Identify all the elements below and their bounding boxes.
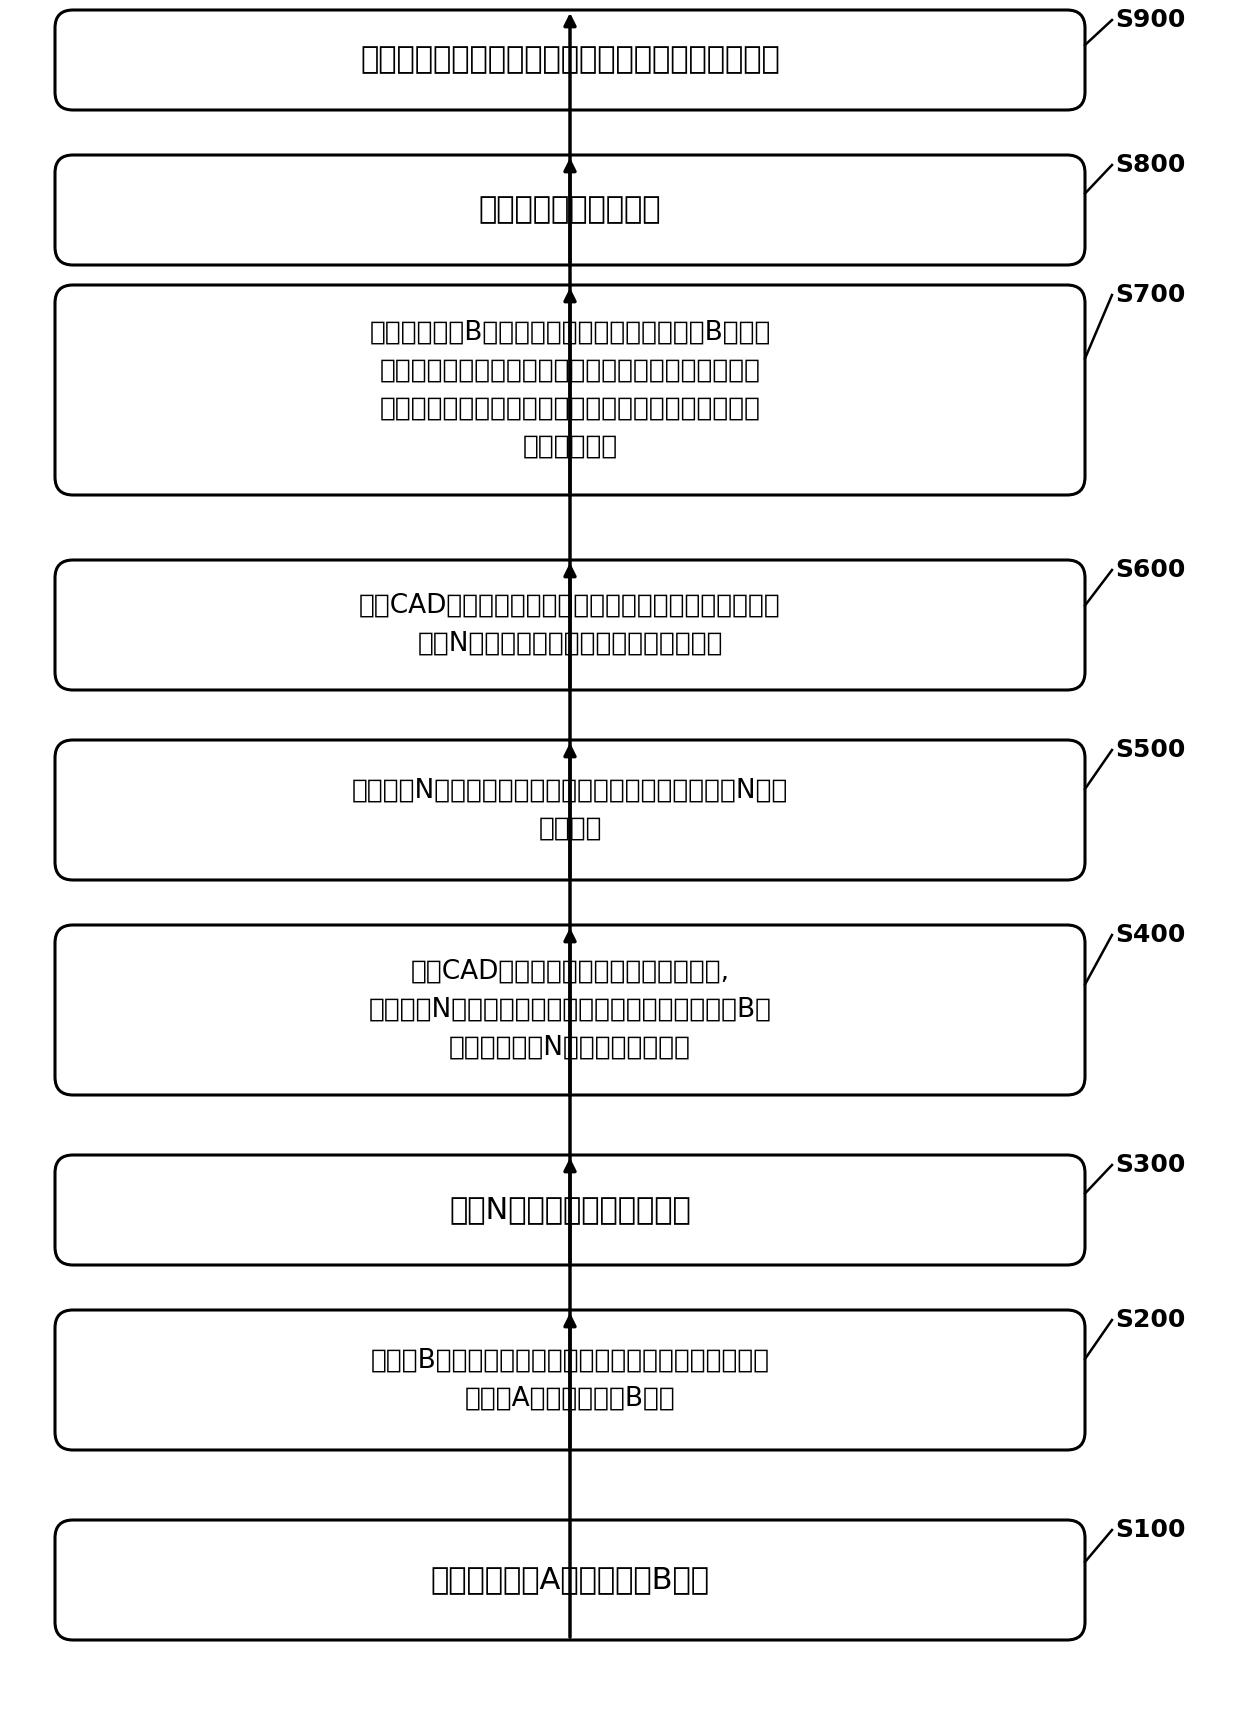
Text: S700: S700	[1115, 282, 1185, 308]
Text: 在所述B文件主菜单中通过数据导入命令将零件切割信息
从所述A文件导入所述B文件: 在所述B文件主菜单中通过数据导入命令将零件切割信息 从所述A文件导入所述B文件	[371, 1347, 770, 1412]
Text: S600: S600	[1115, 557, 1185, 581]
Text: 生成切割余量放置图形: 生成切割余量放置图形	[479, 195, 661, 224]
Text: 自动根据文件B中切割件的材质和板厚，从文件B中切割
余量对照表中搜索到对应的余量数据，根据轮廓类型，
对内轮廓实施内放置，对外轮廓实施外放置，生成切割
余量放置: 自动根据文件B中切割件的材质和板厚，从文件B中切割 余量对照表中搜索到对应的余量…	[370, 320, 771, 460]
FancyBboxPatch shape	[55, 740, 1085, 881]
Text: S200: S200	[1115, 1308, 1185, 1332]
FancyBboxPatch shape	[55, 156, 1085, 265]
FancyBboxPatch shape	[55, 559, 1085, 691]
Text: 人工绘制N个切割图形，并根据零件代号依次放入所述N个空
白图框中: 人工绘制N个切割图形，并根据零件代号依次放入所述N个空 白图框中	[352, 778, 789, 841]
Text: S100: S100	[1115, 1518, 1185, 1542]
Text: 点击CAD中切割放置菜单中数据导入命令,
自动绘制N个空白框图，自动将零件切割信息从文件B中
读取，并填入N个图框中对应位置: 点击CAD中切割放置菜单中数据导入命令, 自动绘制N个空白框图，自动将零件切割信…	[368, 959, 771, 1060]
FancyBboxPatch shape	[55, 925, 1085, 1094]
FancyBboxPatch shape	[55, 1520, 1085, 1640]
Text: S900: S900	[1115, 9, 1185, 32]
Text: 根据需要对余量放置前的轮廓进行处理：删除或保留: 根据需要对余量放置前的轮廓进行处理：删除或保留	[360, 46, 780, 75]
FancyBboxPatch shape	[55, 10, 1085, 109]
Text: S400: S400	[1115, 923, 1185, 947]
Text: S300: S300	[1115, 1153, 1185, 1176]
Text: S800: S800	[1115, 152, 1185, 178]
Text: S500: S500	[1115, 739, 1185, 763]
Text: 同时打开所述A文件、所述B文件: 同时打开所述A文件、所述B文件	[430, 1565, 709, 1594]
Text: 获取N个所述零件的切割信息: 获取N个所述零件的切割信息	[449, 1195, 691, 1224]
Text: 点击CAD中切割放置菜单中批量余量放置命令，自动放在
所述N个空白图框中的切割图类型进行判断: 点击CAD中切割放置菜单中批量余量放置命令，自动放在 所述N个空白图框中的切割图…	[360, 593, 781, 657]
FancyBboxPatch shape	[55, 286, 1085, 494]
FancyBboxPatch shape	[55, 1310, 1085, 1450]
FancyBboxPatch shape	[55, 1154, 1085, 1265]
